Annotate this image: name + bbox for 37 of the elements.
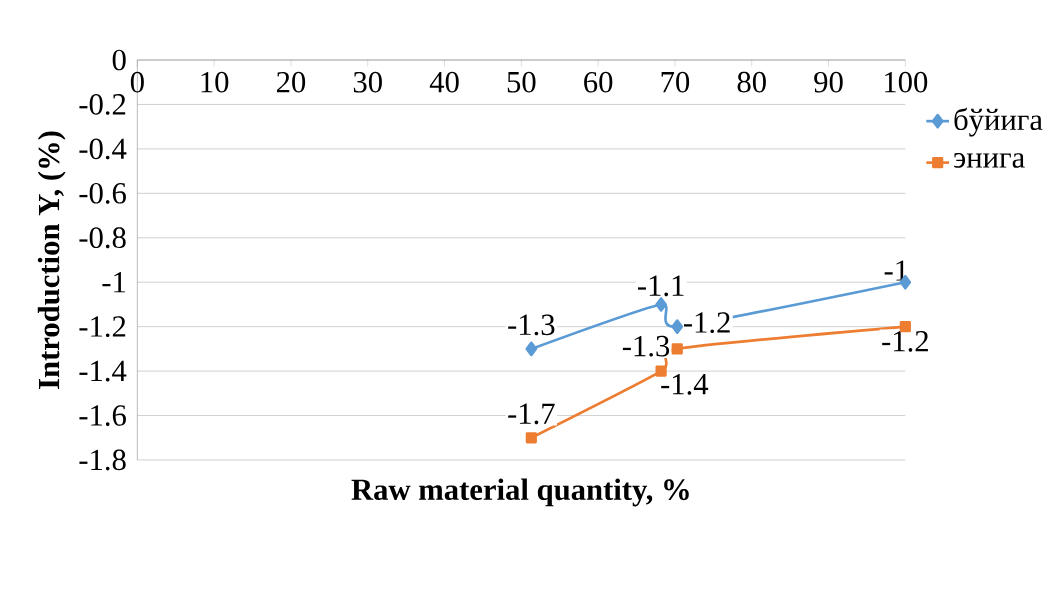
y-axis-title: Introduction Y, (%) [37, 131, 66, 389]
x-tick-label: 20 [276, 71, 306, 93]
data-label: -1.7 [508, 403, 555, 425]
y-tick-label: -1 [102, 271, 126, 293]
x-tick-label: 30 [353, 71, 382, 93]
y-tick-label: -0.2 [79, 93, 126, 115]
x-tick-label: 10 [201, 71, 229, 93]
x-tick-label: 100 [885, 71, 928, 93]
data-label: -1.2 [683, 312, 730, 333]
data-label: -1.2 [882, 330, 928, 352]
point [525, 341, 538, 357]
x-tick-label: 80 [737, 71, 766, 93]
data-label: -1.4 [661, 373, 709, 395]
legend-label: энига [954, 152, 1025, 168]
point [671, 319, 684, 334]
data-label: -1.3 [622, 335, 670, 357]
y-tick-label: -1.8 [79, 449, 126, 471]
y-tick-label: -0.4 [79, 138, 127, 160]
x-tick-label: 0 [130, 71, 144, 93]
legend-label: бўйига [954, 107, 1043, 137]
x-tick-label: 70 [661, 71, 690, 93]
point [655, 296, 667, 312]
y-tick-label: -1.6 [79, 405, 126, 426]
data-label: -1.1 [637, 275, 684, 297]
x-tick-label: 40 [429, 71, 459, 93]
x-tick-label: 60 [584, 71, 613, 93]
y-tick-label: -0.6 [79, 182, 126, 204]
point [671, 343, 683, 355]
data-label: -1.3 [508, 314, 555, 336]
x-tick-label: 90 [814, 71, 843, 93]
y-tick-label: -1.2 [79, 316, 126, 337]
x-axis-title: Raw material quantity, % [351, 478, 689, 507]
y-tick-label: -1.4 [79, 360, 127, 382]
y-tick-label: -0.8 [79, 227, 126, 249]
x-tick-label: 50 [507, 71, 536, 93]
point [525, 432, 537, 444]
y-tick-label: 0 [112, 49, 126, 71]
